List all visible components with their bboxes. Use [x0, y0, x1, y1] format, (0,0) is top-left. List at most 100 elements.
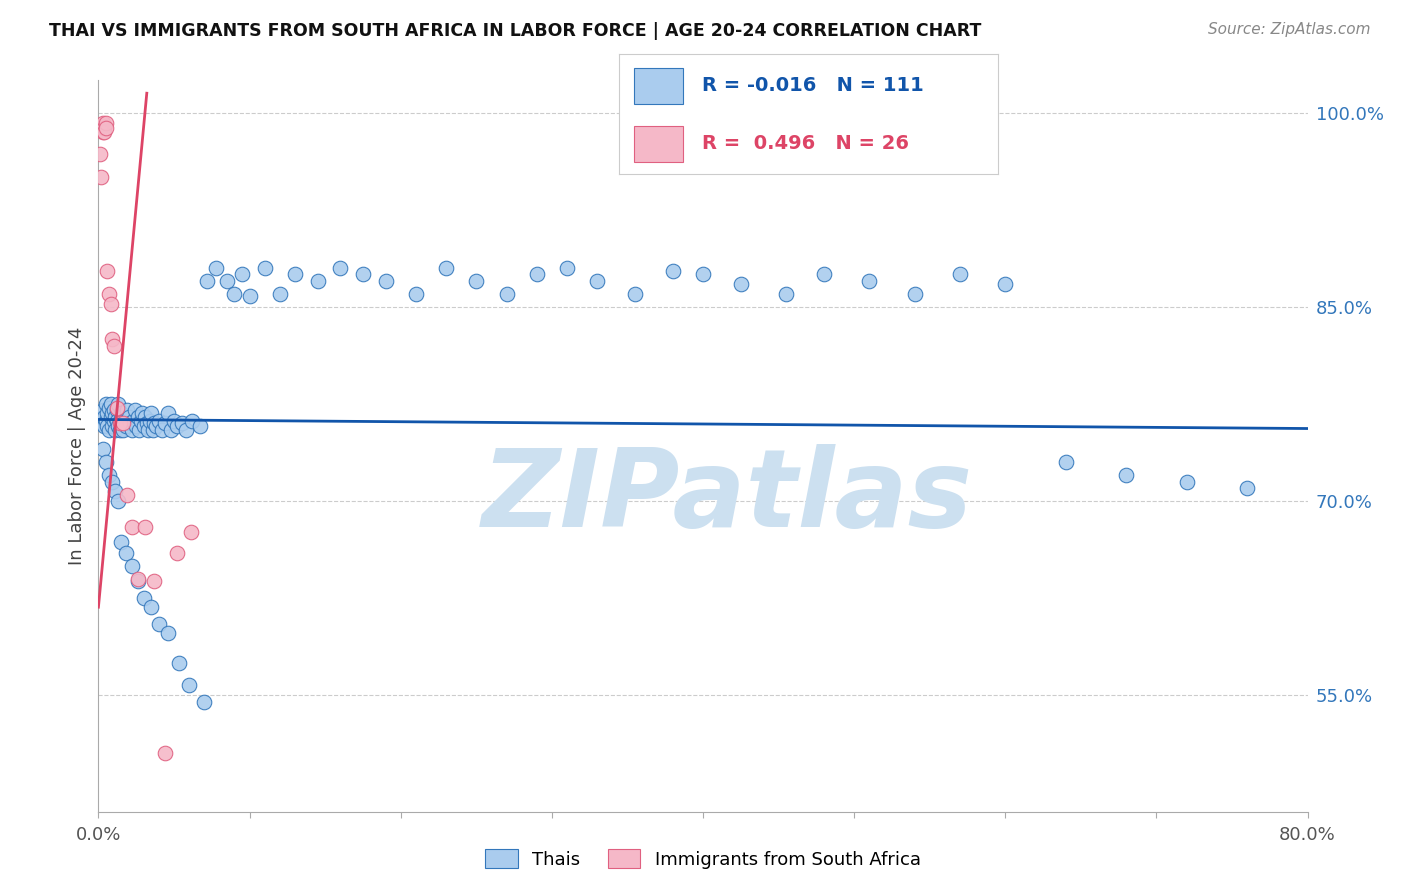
Point — [134, 520, 156, 534]
Point — [122, 414, 145, 428]
Point — [224, 286, 246, 301]
Point — [105, 414, 128, 428]
Point — [93, 125, 115, 139]
Y-axis label: In Labor Force | Age 20-24: In Labor Force | Age 20-24 — [67, 326, 86, 566]
Point — [193, 695, 215, 709]
Point — [775, 286, 797, 301]
Point — [215, 274, 238, 288]
Point — [139, 414, 162, 428]
Point — [100, 409, 122, 424]
Point — [405, 286, 427, 301]
Point — [1115, 468, 1137, 483]
Point — [112, 414, 135, 428]
Point — [132, 591, 155, 606]
Point — [94, 397, 117, 411]
Point — [107, 494, 129, 508]
Point — [624, 286, 647, 301]
FancyBboxPatch shape — [634, 68, 683, 104]
Point — [101, 419, 124, 434]
Point — [104, 423, 127, 437]
Point — [127, 572, 149, 586]
Point — [170, 417, 193, 431]
Point — [181, 414, 204, 428]
FancyBboxPatch shape — [634, 126, 683, 161]
Point — [135, 417, 157, 431]
Point — [813, 268, 835, 282]
Point — [730, 277, 752, 291]
Point — [160, 423, 183, 437]
Point — [166, 546, 188, 560]
Point — [108, 417, 131, 431]
Point — [188, 419, 211, 434]
Point — [90, 417, 112, 431]
Point — [555, 260, 578, 275]
Point — [131, 406, 153, 420]
Point — [121, 423, 143, 437]
Point — [125, 419, 148, 434]
Point — [96, 419, 118, 434]
Point — [96, 406, 118, 420]
Point — [434, 260, 457, 275]
Point — [101, 475, 124, 489]
Point — [307, 274, 329, 288]
Point — [284, 268, 307, 282]
Point — [90, 119, 112, 133]
Point — [91, 116, 114, 130]
Point — [141, 600, 163, 615]
Point — [153, 747, 176, 761]
Point — [110, 535, 132, 549]
Point — [120, 417, 142, 431]
Point — [94, 121, 117, 136]
Point — [93, 121, 115, 136]
Point — [100, 297, 122, 311]
Point — [692, 268, 714, 282]
Point — [89, 147, 111, 161]
Point — [98, 468, 121, 483]
Point — [586, 274, 609, 288]
Point — [91, 125, 114, 139]
Point — [374, 274, 396, 288]
Point — [142, 423, 165, 437]
Point — [526, 268, 548, 282]
Point — [98, 401, 121, 415]
Point — [661, 263, 683, 277]
Point — [118, 409, 141, 424]
Point — [128, 423, 150, 437]
Point — [904, 286, 927, 301]
Point — [205, 260, 228, 275]
Point — [156, 626, 179, 640]
Point — [114, 546, 136, 560]
Point — [1175, 475, 1198, 489]
Point — [239, 289, 262, 303]
Point — [104, 483, 127, 498]
Point — [115, 403, 138, 417]
Point — [1236, 481, 1258, 495]
Point — [148, 617, 170, 632]
Point — [153, 417, 176, 431]
Point — [141, 406, 163, 420]
Point — [145, 419, 167, 434]
Point — [105, 401, 128, 415]
Point — [166, 419, 188, 434]
Point — [94, 455, 117, 469]
Point — [105, 403, 128, 417]
Point — [465, 274, 488, 288]
Legend: Thais, Immigrants from South Africa: Thais, Immigrants from South Africa — [478, 842, 928, 876]
Point — [495, 286, 517, 301]
Point — [91, 442, 114, 457]
Point — [98, 286, 121, 301]
Point — [115, 487, 138, 501]
Point — [167, 656, 190, 670]
Point — [91, 403, 114, 417]
Point — [269, 286, 291, 301]
Point — [179, 678, 201, 692]
Point — [136, 423, 159, 437]
Point — [143, 417, 166, 431]
Point — [98, 423, 121, 437]
Point — [111, 417, 134, 431]
Point — [352, 268, 374, 282]
Point — [124, 403, 146, 417]
Point — [143, 574, 166, 589]
Point — [858, 274, 880, 288]
Text: R =  0.496   N = 26: R = 0.496 N = 26 — [702, 134, 910, 153]
